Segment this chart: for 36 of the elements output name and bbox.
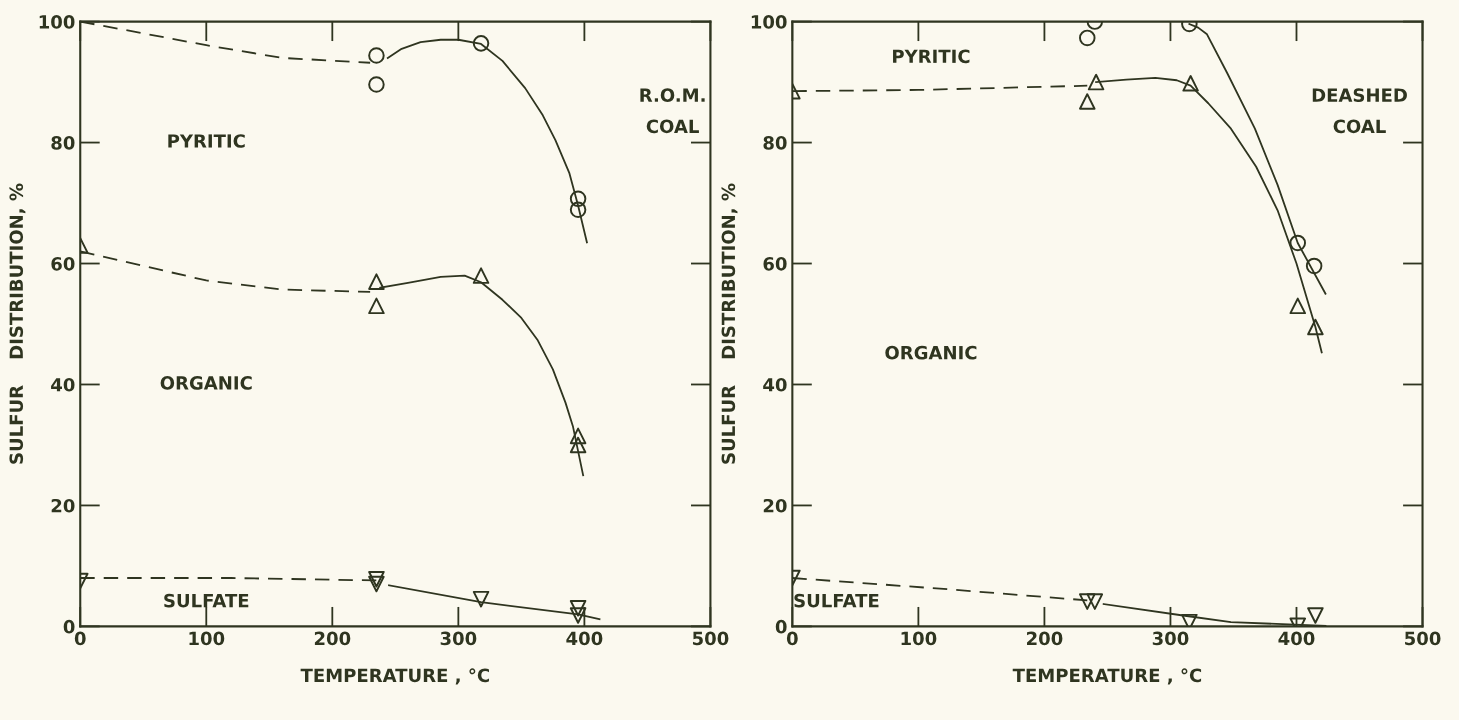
- annotation: PYRITIC: [168, 134, 245, 148]
- annotation: SULFATE: [794, 593, 879, 608]
- y-tick-label: 20: [51, 498, 75, 513]
- x-tick-label: 400: [566, 631, 603, 646]
- x-tick-label: 300: [1152, 631, 1189, 646]
- x-axis-title: TEMPERATURE , °C: [300, 668, 489, 685]
- y-tick-label: 0: [775, 619, 787, 634]
- annotation: DEASHED COAL: [1312, 88, 1407, 134]
- x-tick-label: 500: [1405, 631, 1441, 646]
- annotation: SULFATE: [164, 593, 249, 608]
- y-tick-label: 80: [51, 136, 75, 150]
- y-tick-label: 60: [763, 256, 787, 271]
- annotation: ORGANIC: [160, 376, 252, 390]
- y-tick-label: 20: [763, 498, 787, 513]
- y-tick-label: 40: [763, 377, 787, 392]
- x-axis-title: TEMPERATURE , °C: [1012, 668, 1202, 685]
- annotation: R.O.M. COAL: [640, 88, 705, 134]
- y-tick-label: 80: [763, 136, 787, 150]
- x-tick-label: 0: [786, 631, 798, 646]
- annotation: ORGANIC: [885, 345, 977, 360]
- y-axis-title: SULFUR DISTRIBUTION, %: [721, 183, 738, 464]
- x-tick-label: 200: [1027, 631, 1063, 646]
- x-tick-label: 500: [692, 631, 729, 646]
- y-tick-label: 100: [39, 15, 75, 29]
- y-axis-title: SULFUR DISTRIBUTION, %: [9, 183, 26, 464]
- x-tick-label: 100: [901, 631, 937, 646]
- y-tick-label: 100: [751, 15, 787, 29]
- x-tick-label: 0: [74, 631, 86, 646]
- y-tick-label: 0: [63, 619, 75, 634]
- x-tick-label: 300: [440, 631, 477, 646]
- y-tick-label: 40: [51, 377, 75, 392]
- x-tick-label: 200: [314, 631, 351, 646]
- y-tick-label: 60: [51, 256, 75, 271]
- x-tick-label: 400: [1278, 631, 1315, 646]
- annotation: PYRITIC: [893, 49, 970, 64]
- x-tick-label: 100: [189, 631, 225, 646]
